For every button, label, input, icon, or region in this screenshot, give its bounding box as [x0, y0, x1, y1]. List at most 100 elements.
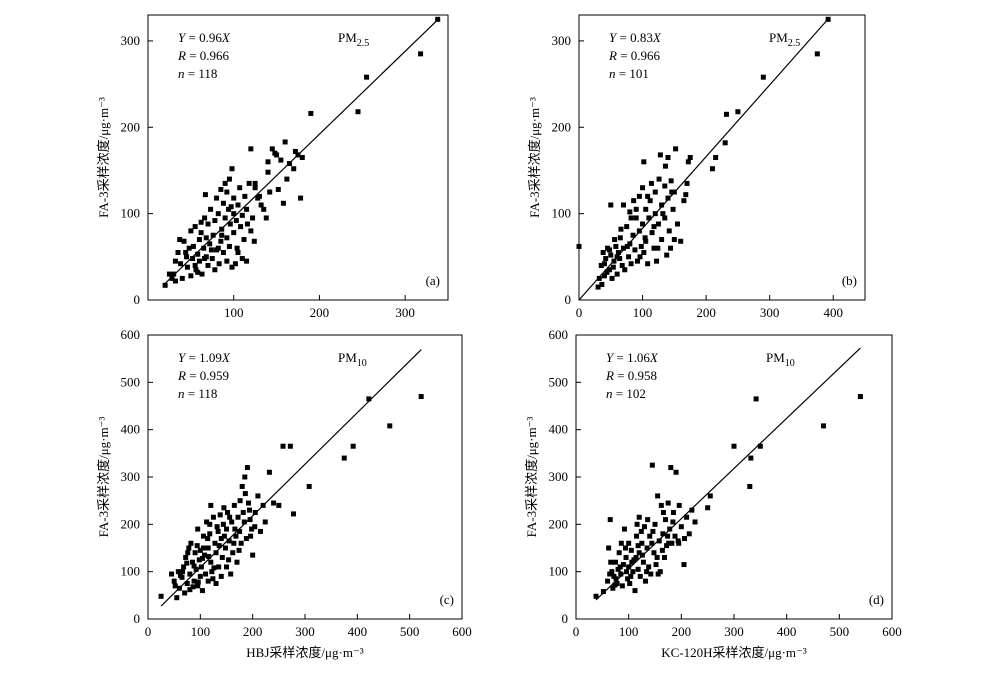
data-point: [215, 245, 221, 251]
data-point: [202, 256, 208, 262]
data-point: [278, 157, 284, 163]
data-point: [224, 189, 230, 195]
data-point: [675, 221, 681, 227]
data-point: [642, 235, 648, 241]
y-tick-label: 100: [121, 564, 141, 579]
data-point: [670, 206, 676, 212]
data-point: [186, 245, 192, 251]
data-point: [635, 566, 641, 572]
data-point: [229, 166, 235, 172]
data-point: [619, 583, 625, 589]
data-point: [657, 152, 663, 158]
data-point: [637, 254, 643, 260]
y-axis-label: FA-3采样浓度/μg·m⁻³: [96, 97, 111, 218]
data-point: [665, 500, 671, 506]
data-point: [229, 519, 235, 525]
data-point: [196, 237, 202, 243]
data-point: [266, 469, 272, 475]
data-point: [250, 215, 256, 221]
y-tick-label: 200: [552, 119, 572, 134]
r-var: R: [177, 48, 186, 63]
y-tick-label: 300: [552, 33, 572, 48]
y-tick-label: 100: [552, 206, 572, 221]
data-point: [183, 250, 189, 255]
data-point: [255, 493, 261, 499]
data-point: [654, 258, 660, 264]
data-point: [607, 517, 613, 523]
data-point: [655, 571, 661, 577]
y-tick-label: 0: [562, 611, 569, 626]
data-point: [231, 195, 237, 201]
data-point: [177, 237, 183, 243]
data-point: [248, 146, 254, 152]
data-point: [230, 550, 236, 556]
data-point: [210, 232, 216, 238]
data-point: [646, 564, 652, 570]
data-point: [624, 243, 630, 249]
regression-equation: Y = 1.06X: [606, 350, 659, 365]
data-point: [610, 264, 616, 270]
data-point: [219, 226, 225, 232]
data-point: [632, 247, 638, 253]
data-point: [649, 230, 655, 236]
data-point: [636, 514, 642, 520]
data-point: [208, 247, 214, 253]
data-point: [640, 559, 646, 565]
data-point: [276, 502, 282, 508]
data-point: [243, 536, 249, 542]
plot-frame: [147, 14, 449, 301]
data-point: [665, 195, 671, 201]
data-point: [652, 521, 658, 527]
data-point: [190, 584, 196, 590]
data-point: [235, 514, 241, 520]
data-point: [705, 505, 711, 511]
data-point: [244, 465, 250, 471]
r-var: R: [177, 368, 186, 383]
data-point: [210, 576, 216, 582]
y-tick-label: 400: [121, 422, 141, 437]
data-point: [231, 540, 237, 546]
data-point: [665, 155, 671, 160]
data-point: [237, 185, 243, 191]
data-point: [644, 545, 650, 551]
eq-var: Y: [178, 350, 187, 365]
n-var: n: [178, 66, 185, 81]
data-point: [201, 245, 207, 251]
data-point: [166, 271, 172, 277]
data-point: [616, 550, 622, 556]
data-point: [222, 545, 228, 551]
data-point: [280, 200, 286, 206]
data-point: [617, 235, 623, 241]
data-point: [627, 241, 633, 247]
panel-label: (c): [440, 592, 454, 607]
data-point: [286, 161, 292, 167]
data-point: [240, 510, 246, 515]
data-point: [267, 189, 273, 195]
data-point: [355, 109, 361, 115]
data-point: [681, 536, 687, 542]
data-point: [200, 533, 206, 539]
pollutant-main: PM: [769, 30, 788, 45]
data-point: [644, 569, 650, 575]
data-point: [181, 238, 187, 244]
n-rest: = 101: [616, 66, 649, 81]
data-point: [627, 581, 633, 586]
x-tick-label: 100: [633, 305, 653, 320]
regression-equation: Y = 0.83X: [609, 30, 662, 45]
data-point: [205, 262, 211, 268]
data-point: [626, 254, 632, 260]
data-point: [215, 528, 221, 534]
n-rest: = 118: [185, 66, 218, 81]
data-point: [239, 212, 245, 218]
data-point: [202, 215, 208, 221]
data-point: [617, 256, 623, 262]
data-point: [169, 571, 175, 577]
eq-rest: = 1.06: [613, 350, 650, 365]
data-point: [237, 528, 243, 534]
data-point: [668, 245, 674, 251]
y-tick-label: 100: [121, 206, 141, 221]
data-point: [660, 211, 666, 217]
data-point: [760, 74, 766, 80]
data-point: [241, 519, 247, 525]
data-point: [648, 180, 654, 186]
